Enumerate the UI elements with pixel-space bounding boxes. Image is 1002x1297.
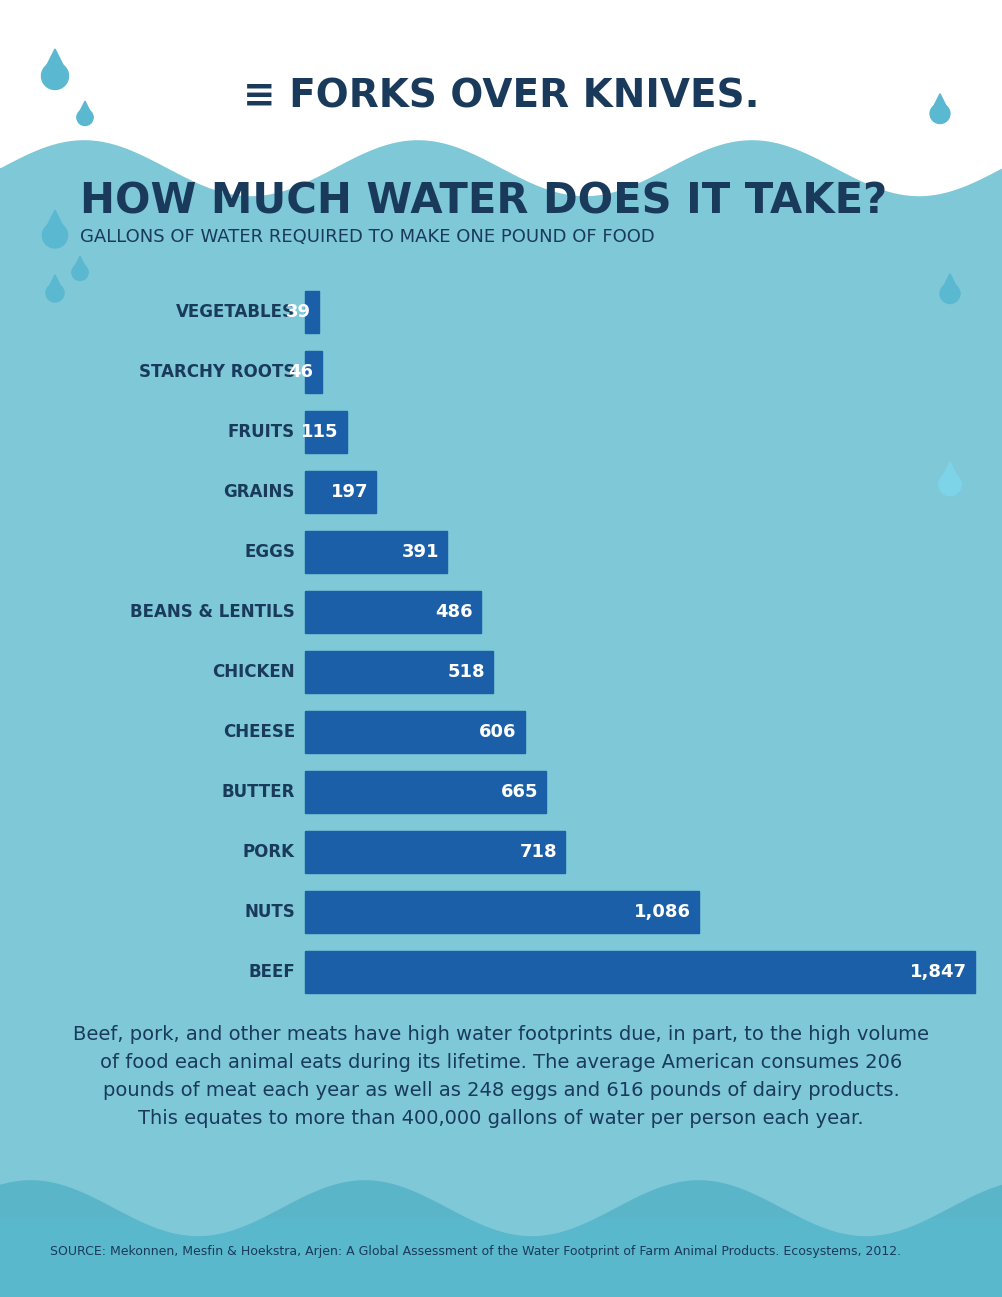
Text: 1,847: 1,847 [910,962,967,981]
Text: 39: 39 [287,303,312,320]
Circle shape [77,109,93,126]
Text: NUTS: NUTS [244,903,295,921]
Text: BEEF: BEEF [248,962,295,981]
Bar [305,951,975,994]
Bar [305,831,565,873]
Circle shape [42,223,67,248]
Text: 606: 606 [479,722,517,741]
Text: PORK: PORK [243,843,295,861]
Text: CHICKEN: CHICKEN [212,663,295,681]
Bar [305,891,699,933]
Text: 391: 391 [402,543,439,562]
Bar [305,711,525,754]
Bar [305,530,447,573]
Circle shape [930,104,950,123]
Text: EGGS: EGGS [244,543,295,562]
Text: STARCHY ROOTS: STARCHY ROOTS [138,363,295,381]
Circle shape [41,62,68,89]
Circle shape [46,284,64,302]
Text: GALLONS OF WATER REQUIRED TO MAKE ONE POUND OF FOOD: GALLONS OF WATER REQUIRED TO MAKE ONE PO… [80,228,654,246]
Bar [305,591,481,633]
Bar [0,167,1002,1297]
Bar [305,471,377,514]
Text: 665: 665 [501,783,538,802]
Text: 486: 486 [436,603,473,621]
Text: 718: 718 [520,843,557,861]
Bar [305,770,546,813]
Text: GRAINS: GRAINS [223,482,295,501]
Polygon shape [77,101,93,118]
Bar [305,291,320,333]
Polygon shape [930,93,950,114]
Polygon shape [41,49,68,77]
Bar [0,0,1002,167]
Text: ≡ FORKS OVER KNIVES.: ≡ FORKS OVER KNIVES. [242,78,760,115]
Polygon shape [42,210,67,235]
Text: FRUITS: FRUITS [227,423,295,441]
Text: BUTTER: BUTTER [221,783,295,802]
Text: 115: 115 [302,423,339,441]
Bar [305,651,493,693]
Bar [305,351,322,393]
Text: SOURCE: Mekonnen, Mesfin & Hoekstra, Arjen: A Global Assessment of the Water Foo: SOURCE: Mekonnen, Mesfin & Hoekstra, Arj… [50,1245,901,1258]
Text: 1,086: 1,086 [634,903,691,921]
Text: 46: 46 [289,363,314,381]
Polygon shape [46,275,64,293]
Polygon shape [72,257,88,272]
Text: 518: 518 [447,663,485,681]
Text: CHEESE: CHEESE [222,722,295,741]
Text: 197: 197 [331,482,369,501]
Circle shape [939,473,961,495]
Bar [0,1208,1002,1297]
Text: BEANS & LENTILS: BEANS & LENTILS [130,603,295,621]
Circle shape [940,284,960,303]
Text: HOW MUCH WATER DOES IT TAKE?: HOW MUCH WATER DOES IT TAKE? [80,182,887,223]
Text: VEGETABLES: VEGETABLES [176,303,295,320]
Bar [305,411,347,453]
Circle shape [72,265,88,280]
Text: Beef, pork, and other meats have high water footprints due, in part, to the high: Beef, pork, and other meats have high wa… [73,1026,929,1128]
Polygon shape [939,462,961,485]
Polygon shape [940,274,960,293]
